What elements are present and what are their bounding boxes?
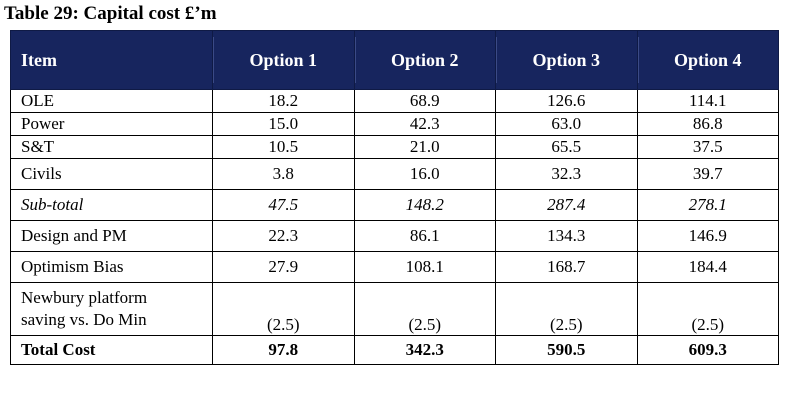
row-label-line-2: saving vs. Do Min xyxy=(21,310,147,329)
cell-option-4: 146.9 xyxy=(636,220,779,252)
cell-option-2: (2.5) xyxy=(353,282,496,336)
cell-option-2: 148.2 xyxy=(353,189,496,221)
cell-option-4: 609.3 xyxy=(636,335,779,365)
column-header-option-2: Option 2 xyxy=(353,30,496,90)
row-label: Sub-total xyxy=(10,189,213,221)
column-header-option-1: Option 1 xyxy=(212,30,355,90)
cell-option-2: 108.1 xyxy=(353,251,496,283)
cell-option-2: 86.1 xyxy=(353,220,496,252)
cell-option-3: 287.4 xyxy=(495,189,638,221)
table-row-newbury-platform-saving: Newbury platform saving vs. Do Min (2.5)… xyxy=(10,282,779,336)
cell-option-1: (2.5) xyxy=(212,282,355,336)
cell-option-1: 27.9 xyxy=(212,251,355,283)
row-label: Power xyxy=(10,112,213,136)
cell-option-3: (2.5) xyxy=(495,282,638,336)
table-row-civils: Civils 3.8 16.0 32.3 39.7 xyxy=(10,158,779,190)
table-row-optimism-bias: Optimism Bias 27.9 108.1 168.7 184.4 xyxy=(10,251,779,283)
cell-option-4: (2.5) xyxy=(636,282,779,336)
cell-option-2: 342.3 xyxy=(353,335,496,365)
column-header-option-4: Option 4 xyxy=(636,30,779,90)
table-row-design-and-pm: Design and PM 22.3 86.1 134.3 146.9 xyxy=(10,220,779,252)
row-label: Total Cost xyxy=(10,335,213,365)
table-row-power: Power 15.0 42.3 63.0 86.8 xyxy=(10,112,779,136)
cell-option-3: 32.3 xyxy=(495,158,638,190)
row-label: Newbury platform saving vs. Do Min xyxy=(10,282,213,336)
table-row-sub-total: Sub-total 47.5 148.2 287.4 278.1 xyxy=(10,189,779,221)
cell-option-3: 63.0 xyxy=(495,112,638,136)
cell-option-1: 3.8 xyxy=(212,158,355,190)
cell-option-1: 97.8 xyxy=(212,335,355,365)
header-row: Item Option 1 Option 2 Option 3 Option 4 xyxy=(10,30,779,90)
cell-option-4: 37.5 xyxy=(636,135,779,159)
column-header-option-3: Option 3 xyxy=(495,30,638,90)
cell-option-2: 21.0 xyxy=(353,135,496,159)
capital-cost-table: Item Option 1 Option 2 Option 3 Option 4… xyxy=(10,30,779,365)
cell-option-4: 39.7 xyxy=(636,158,779,190)
row-label: OLE xyxy=(10,89,213,113)
table-row-ole: OLE 18.2 68.9 126.6 114.1 xyxy=(10,89,779,113)
cell-option-1: 47.5 xyxy=(212,189,355,221)
row-label: Civils xyxy=(10,158,213,190)
cell-option-1: 22.3 xyxy=(212,220,355,252)
cell-option-3: 590.5 xyxy=(495,335,638,365)
table-row-total-cost: Total Cost 97.8 342.3 590.5 609.3 xyxy=(10,335,779,365)
cell-option-4: 86.8 xyxy=(636,112,779,136)
cell-option-2: 16.0 xyxy=(353,158,496,190)
cell-option-2: 68.9 xyxy=(353,89,496,113)
table-caption: Table 29: Capital cost £’m xyxy=(4,3,217,24)
table-row-s-and-t: S&T 10.5 21.0 65.5 37.5 xyxy=(10,135,779,159)
cell-option-2: 42.3 xyxy=(353,112,496,136)
cell-option-4: 114.1 xyxy=(636,89,779,113)
cell-option-4: 278.1 xyxy=(636,189,779,221)
cell-option-3: 126.6 xyxy=(495,89,638,113)
row-label: Optimism Bias xyxy=(10,251,213,283)
cell-option-1: 10.5 xyxy=(212,135,355,159)
row-label: Design and PM xyxy=(10,220,213,252)
row-label: S&T xyxy=(10,135,213,159)
cell-option-1: 18.2 xyxy=(212,89,355,113)
cell-option-3: 134.3 xyxy=(495,220,638,252)
cell-option-3: 65.5 xyxy=(495,135,638,159)
column-header-item: Item xyxy=(10,30,213,90)
row-label-line-1: Newbury platform xyxy=(21,288,148,307)
cell-option-1: 15.0 xyxy=(212,112,355,136)
cell-option-3: 168.7 xyxy=(495,251,638,283)
cell-option-4: 184.4 xyxy=(636,251,779,283)
